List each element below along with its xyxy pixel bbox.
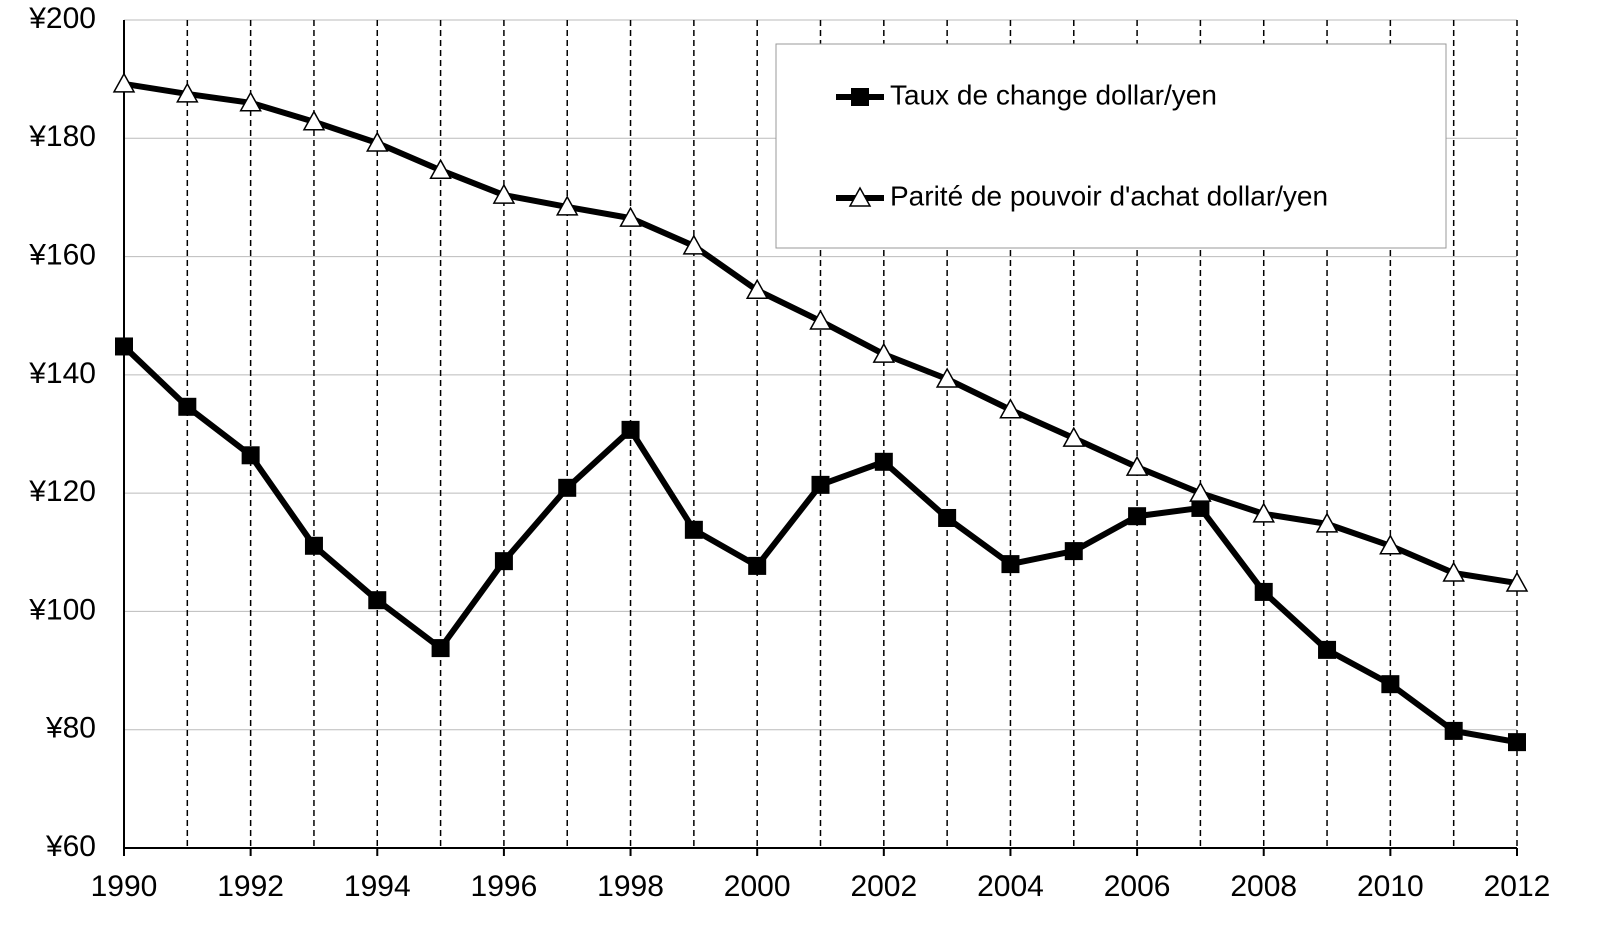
marker: [619, 206, 642, 227]
marker: [112, 72, 136, 93]
y-tick-label: ¥60: [45, 830, 96, 863]
x-tick-label: 2004: [977, 870, 1044, 903]
marker: [1191, 498, 1210, 517]
marker: [872, 342, 896, 363]
x-tick-label: 1994: [344, 870, 411, 903]
marker: [874, 452, 893, 471]
marker: [809, 309, 832, 330]
x-tick-label: 2002: [850, 870, 917, 903]
x-tick-label: 1996: [471, 870, 538, 903]
y-tick-label: ¥80: [45, 712, 96, 745]
legend-box: [775, 43, 1447, 249]
marker: [745, 278, 769, 300]
marker: [558, 478, 577, 497]
x-tick-label: 1992: [217, 870, 284, 903]
y-tick-label: ¥160: [28, 238, 96, 271]
marker: [1252, 502, 1276, 523]
x-tick-label: 2010: [1357, 870, 1424, 903]
marker: [1254, 582, 1273, 601]
marker: [1064, 542, 1083, 561]
marker: [1189, 481, 1212, 502]
marker: [1508, 733, 1526, 752]
marker: [302, 110, 326, 131]
marker: [935, 367, 959, 388]
x-tick-label: 2008: [1230, 870, 1297, 903]
marker: [1062, 426, 1086, 447]
marker: [848, 186, 872, 207]
marker: [178, 397, 197, 416]
x-tick-label: 2000: [724, 870, 791, 903]
marker: [621, 420, 640, 439]
marker: [999, 398, 1022, 419]
y-tick-label: ¥200: [28, 2, 96, 35]
marker: [748, 556, 767, 575]
legend-label: Parité de pouvoir d'achat dollar/yen: [890, 180, 1328, 211]
marker: [811, 475, 830, 494]
legend-label: Taux de change dollar/yen: [890, 79, 1217, 110]
y-tick-label: ¥180: [28, 120, 96, 153]
marker: [1315, 512, 1339, 533]
marker: [304, 536, 323, 555]
marker: [938, 508, 957, 527]
marker: [494, 552, 513, 571]
marker: [431, 639, 450, 658]
marker: [1505, 571, 1529, 592]
marker: [555, 195, 579, 216]
x-tick-label: 1998: [597, 870, 664, 903]
marker: [368, 591, 387, 610]
marker: [1128, 507, 1147, 526]
marker: [1442, 561, 1465, 582]
marker: [429, 158, 452, 179]
marker: [492, 183, 516, 204]
marker: [1318, 640, 1337, 659]
x-tick-label: 1990: [91, 870, 158, 903]
marker: [115, 337, 133, 356]
marker: [1444, 721, 1463, 740]
marker: [851, 88, 869, 106]
marker: [176, 82, 199, 103]
marker: [1125, 455, 1149, 476]
marker: [1001, 555, 1020, 574]
marker: [684, 520, 703, 539]
y-tick-label: ¥120: [28, 475, 96, 508]
marker: [239, 91, 262, 112]
y-tick-label: ¥140: [28, 357, 96, 390]
marker: [1381, 675, 1400, 694]
x-tick-label: 2006: [1104, 870, 1171, 903]
marker: [365, 131, 389, 152]
marker: [1379, 534, 1402, 555]
marker: [682, 234, 706, 255]
y-tick-label: ¥100: [28, 593, 96, 626]
marker: [241, 446, 260, 465]
x-tick-label: 2012: [1484, 870, 1551, 903]
